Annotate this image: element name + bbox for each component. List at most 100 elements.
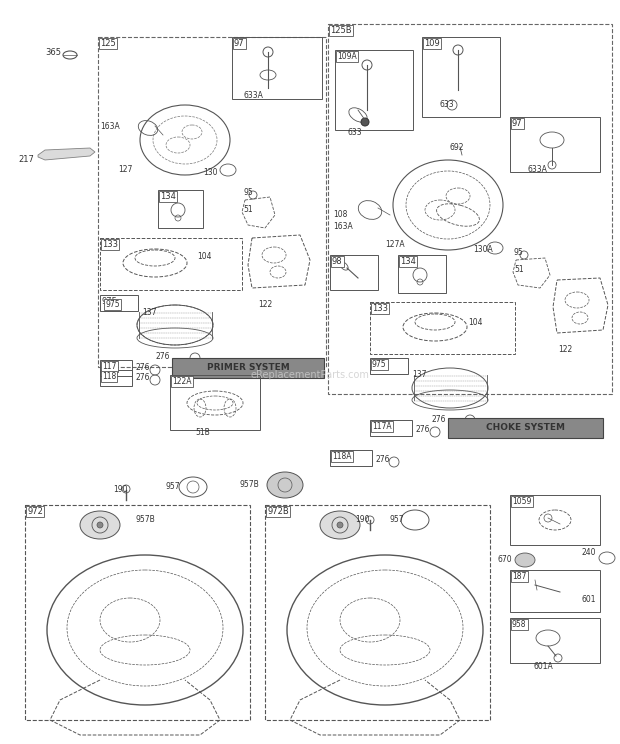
Text: 109: 109 [424,39,440,48]
Text: 97: 97 [512,119,523,128]
Bar [330,450,372,466]
Text: PRIMER SYSTEM: PRIMER SYSTEM [206,364,290,373]
Text: 122: 122 [258,300,272,309]
Text: 122A: 122A [172,377,192,386]
Text: 133: 133 [372,304,388,313]
Ellipse shape [267,472,303,498]
Text: 365: 365 [45,48,61,57]
Text: 125B: 125B [330,26,352,35]
Bar [98,37,326,367]
Text: 122: 122 [558,345,572,354]
Text: 109A: 109A [337,52,356,61]
Text: 163A: 163A [333,222,353,231]
Text: 276: 276 [432,415,446,424]
Text: 97: 97 [234,39,245,48]
Text: 601A: 601A [534,662,554,671]
Text: 51: 51 [514,265,524,274]
Bar [510,117,600,172]
Text: 972B: 972B [267,507,289,516]
Text: CHOKE SYSTEM: CHOKE SYSTEM [485,423,564,432]
Circle shape [361,118,369,126]
Text: 133: 133 [102,240,118,249]
Text: 51: 51 [243,205,252,214]
Text: 276: 276 [136,373,151,382]
Text: 975: 975 [102,297,118,306]
Bar [330,255,378,290]
Bar [158,190,203,228]
Text: 1059: 1059 [512,497,531,506]
Text: 130: 130 [203,168,218,177]
Text: 190: 190 [113,485,128,494]
Bar [100,295,138,311]
Bar [172,358,324,378]
Bar [448,418,603,438]
Bar [232,37,322,99]
Text: 104: 104 [468,318,482,327]
Text: 134: 134 [160,192,176,201]
Polygon shape [38,148,95,160]
Bar [100,370,132,386]
Text: 633A: 633A [528,165,548,174]
Bar [328,24,612,394]
Text: 127: 127 [118,165,133,174]
Text: 957B: 957B [135,515,155,524]
Text: 601: 601 [582,595,596,604]
Text: 190: 190 [355,515,370,524]
Bar [510,570,600,612]
Text: 975: 975 [372,360,387,369]
Text: 130A: 130A [473,245,493,254]
Text: 95: 95 [243,188,253,197]
Bar [398,255,446,293]
Bar [370,420,412,436]
Text: 958: 958 [512,620,526,629]
Bar [335,50,413,130]
Bar [422,37,500,117]
Bar [510,618,600,663]
Ellipse shape [320,511,360,539]
Ellipse shape [515,553,535,567]
Text: 957B: 957B [240,480,260,489]
Text: 95: 95 [514,248,524,257]
Text: 633A: 633A [244,91,264,100]
Bar [510,495,600,545]
Text: 670: 670 [498,555,513,564]
Text: 975: 975 [105,300,120,309]
Circle shape [97,522,103,528]
Text: 51B: 51B [195,428,210,437]
Text: 163A: 163A [100,122,120,131]
Bar [25,505,250,720]
Ellipse shape [80,511,120,539]
Text: 633: 633 [440,100,454,109]
Text: 125: 125 [100,39,116,48]
Text: 134: 134 [400,257,416,266]
Text: 108: 108 [333,210,347,219]
Text: 137: 137 [142,308,156,317]
Text: 117: 117 [102,362,117,371]
Text: 276: 276 [376,455,391,464]
Text: 276: 276 [416,425,430,434]
Text: 957: 957 [165,482,180,491]
Text: 240: 240 [582,548,596,557]
Text: 217: 217 [18,155,34,164]
Text: 118: 118 [102,372,117,381]
Text: 957: 957 [390,515,405,524]
Bar [100,360,132,376]
Bar [170,375,260,430]
Bar [265,505,490,720]
Text: 187: 187 [512,572,526,581]
Text: 117A: 117A [372,422,392,431]
Text: 137: 137 [412,370,427,379]
Text: 276: 276 [136,363,151,372]
Bar [370,358,408,374]
Text: 633: 633 [348,128,363,137]
Text: 972: 972 [27,507,43,516]
Text: 127A: 127A [385,240,405,249]
Text: 692: 692 [450,143,464,152]
Text: 98: 98 [332,257,343,266]
Text: eReplacementParts.com: eReplacementParts.com [250,370,370,380]
Text: 118A: 118A [332,452,352,461]
Circle shape [337,522,343,528]
Text: 276: 276 [155,352,169,361]
Bar [370,302,515,354]
Bar [100,238,242,290]
